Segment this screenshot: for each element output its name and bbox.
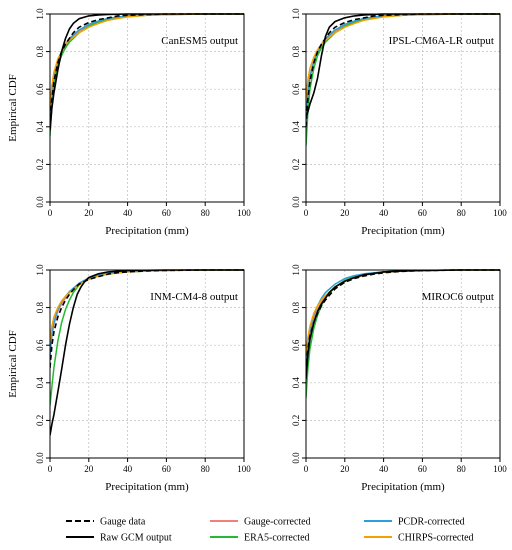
x-tick-label: 100 [493,208,507,218]
x-tick-label: 0 [48,208,53,218]
legend-item-era5: ERA5-corrected [210,533,310,544]
y-tick-label: 0.6 [35,83,45,95]
panel-title: MIROC6 output [422,291,494,303]
x-tick-label: 80 [201,208,211,218]
series-line-chirps [306,269,500,355]
plot-frame [305,13,501,203]
plot-frame [49,13,245,203]
x-tick-label: 80 [457,464,467,474]
y-tick-label: 0.4 [291,121,301,133]
x-tick-label: 80 [457,208,467,218]
y-tick-label: 0.2 [35,415,45,426]
x-tick-label: 100 [237,464,251,474]
y-tick-label: 0.4 [35,377,45,389]
x-axis-label: Precipitation (mm) [105,225,189,237]
y-tick-label: 0.8 [291,45,301,57]
series-lines [306,269,500,398]
legend-label: CHIRPS-corrected [398,533,474,544]
series-line-pcdr [50,269,244,355]
y-tick-label: 0.2 [291,415,301,426]
y-tick-label: 1.0 [35,264,45,276]
cdf-panel-1: 0 20 40 60 80 100 0.0 0.2 0.4 0.6 0.8 1.0 Precipitat… [7,8,251,237]
legend-label: Raw GCM output [100,533,172,544]
series-line-chirps [50,269,244,342]
y-tick-label: 0.2 [291,159,301,170]
cdf-panel-3: 0 20 40 60 80 100 0.0 0.2 0.4 0.6 0.8 1.0 Precipitat… [7,264,251,493]
legend: Gauge data Raw GCM output Gauge-corrected E… [66,517,474,544]
series-line-raw [306,269,500,380]
cdf-panel-4: 0 20 40 60 80 100 0.0 0.2 0.4 0.6 0.8 1.0 Precipitat… [291,264,507,493]
series-lines [50,13,244,137]
legend-item-pcdr: PCDR-corrected [364,517,465,528]
x-tick-label: 60 [162,464,172,474]
legend-item-gauge: Gauge data [66,517,146,528]
x-tick-label: 60 [162,208,172,218]
x-tick-label: 40 [379,208,389,218]
y-axis-label: Empirical CDF [7,74,19,142]
x-axis-label: Precipitation (mm) [361,481,445,493]
y-tick-label: 0.6 [291,339,301,351]
panel-title: IPSL-CM6A-LR output [389,35,494,47]
x-tick-label: 100 [237,208,251,218]
y-tick-label: 0.6 [35,339,45,351]
cdf-panel-2: 0 20 40 60 80 100 0.0 0.2 0.4 0.6 0.8 1.0 Precipitat… [291,8,507,237]
x-tick-label: 20 [84,208,94,218]
x-tick-label: 40 [123,464,133,474]
legend-label: PCDR-corrected [398,517,465,528]
x-tick-label: 40 [123,208,133,218]
y-tick-label: 0.8 [35,301,45,313]
panel-title: CanESM5 output [161,35,238,47]
series-lines [306,13,500,146]
legend-item-gauge_corr: Gauge-corrected [210,517,311,528]
series-line-gauge [306,269,500,372]
x-axis-label: Precipitation (mm) [361,225,445,237]
panel-title: INM-CM4-8 output [150,291,238,303]
x-tick-label: 60 [418,208,428,218]
y-tick-label: 0.8 [291,301,301,313]
y-tick-label: 0.0 [291,452,301,464]
x-tick-label: 0 [304,464,309,474]
series-line-pcdr [306,13,500,124]
x-tick-label: 20 [340,208,350,218]
x-tick-label: 0 [304,208,309,218]
y-axis-label: Empirical CDF [7,330,19,398]
series-lines [50,269,244,436]
x-tick-label: 0 [48,464,53,474]
y-tick-label: 0.6 [291,83,301,95]
y-tick-label: 1.0 [291,8,301,20]
plot-frame [49,269,245,459]
series-line-raw [50,269,244,436]
y-tick-label: 0.4 [35,121,45,133]
series-line-pcdr [50,13,244,124]
series-line-gauge_corr [306,269,500,374]
y-tick-label: 1.0 [35,8,45,20]
y-tick-label: 1.0 [291,264,301,276]
x-tick-label: 40 [379,464,389,474]
legend-label: Gauge data [100,517,146,528]
y-tick-label: 0.8 [35,45,45,57]
x-tick-label: 100 [493,464,507,474]
series-line-gauge [50,269,244,368]
y-tick-label: 0.0 [291,196,301,208]
y-tick-label: 0.0 [35,196,45,208]
plot-frame [305,269,501,459]
x-tick-label: 20 [340,464,350,474]
x-tick-label: 80 [201,464,211,474]
legend-label: ERA5-corrected [244,533,310,544]
panels-group: 0 20 40 60 80 100 0.0 0.2 0.4 0.6 0.8 1.0 Precipitat… [7,8,507,493]
y-tick-label: 0.2 [35,159,45,170]
x-tick-label: 20 [84,464,94,474]
legend-item-raw: Raw GCM output [66,533,172,544]
x-axis-label: Precipitation (mm) [105,481,189,493]
legend-item-chirps: CHIRPS-corrected [364,533,474,544]
y-tick-label: 0.4 [291,377,301,389]
x-tick-label: 60 [418,464,428,474]
series-line-pcdr [306,269,500,368]
legend-label: Gauge-corrected [244,517,311,528]
y-tick-label: 0.0 [35,452,45,464]
